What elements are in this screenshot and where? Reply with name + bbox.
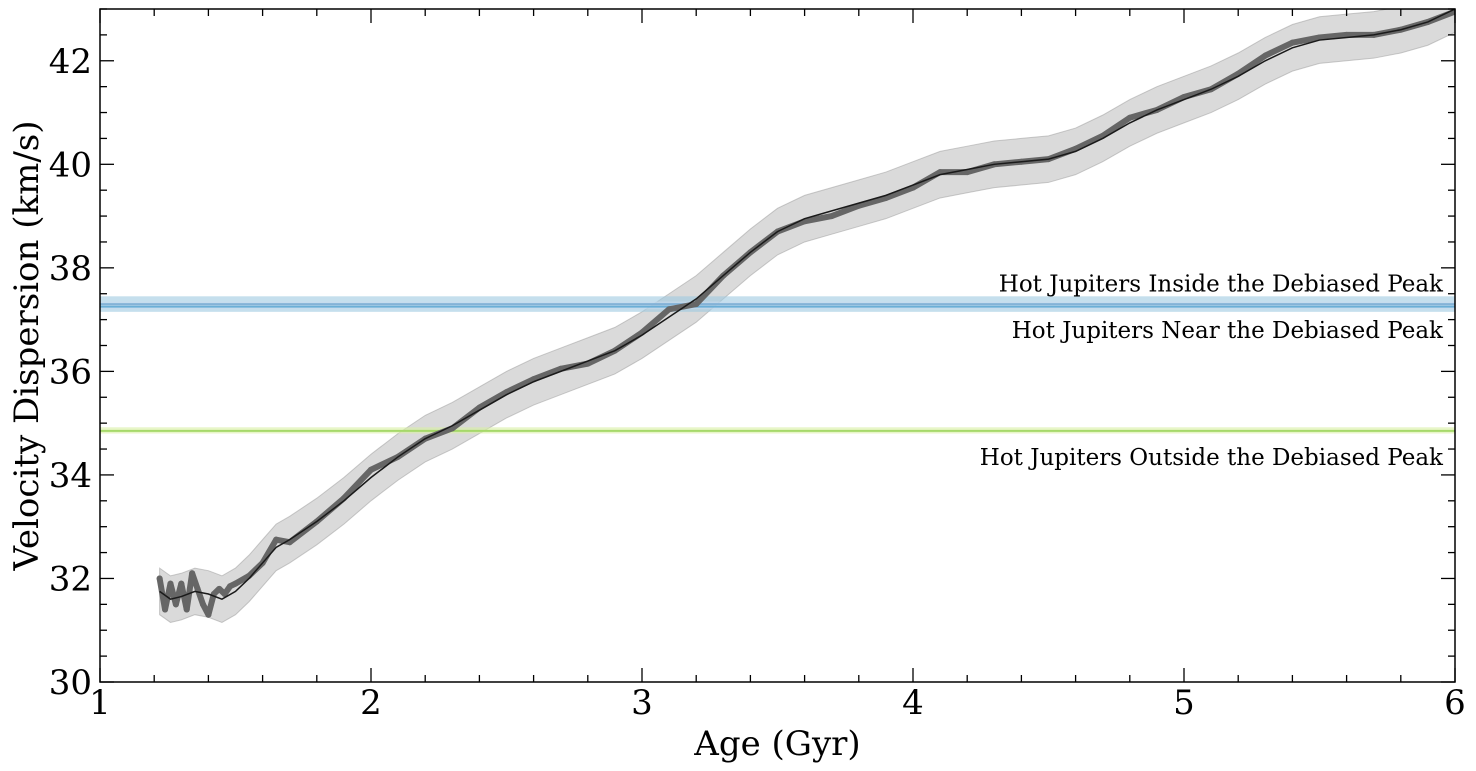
y-tick-label: 38: [49, 249, 92, 289]
data-point: [1126, 114, 1133, 121]
y-tick-label: 34: [49, 456, 92, 496]
data-point: [1343, 31, 1350, 38]
data-point: [666, 306, 673, 313]
x-tick-label: 3: [631, 683, 653, 723]
y-tick-label: 42: [49, 42, 92, 82]
reference-label-2: Hot Jupiters Near the Debiased Peak: [1012, 318, 1444, 344]
fit-line: [159, 9, 1455, 600]
data-point: [194, 585, 201, 592]
data-point: [156, 575, 163, 582]
y-axis-title: Velocity Dispersion (km/s): [7, 121, 47, 572]
y-tick-label: 40: [49, 145, 92, 185]
data-point: [964, 169, 971, 176]
x-tick-label: 2: [360, 683, 382, 723]
plot-area: Hot Jupiters Inside the Debiased Peak Hot…: [100, 9, 1455, 624]
y-tick-label: 32: [49, 559, 92, 599]
reference-band-2: [100, 301, 1455, 310]
data-point: [1289, 39, 1296, 46]
data-point: [199, 601, 206, 608]
data-point: [1316, 34, 1323, 41]
x-tick-label: 4: [902, 683, 924, 723]
reference-label-3: Hot Jupiters Outside the Debiased Peak: [980, 445, 1444, 471]
data-point: [368, 466, 374, 473]
data-point: [167, 580, 174, 587]
data-point: [937, 169, 944, 176]
x-axis-title: Age (Gyr): [693, 724, 860, 764]
y-tick-label: 30: [49, 663, 92, 703]
data-point: [172, 601, 179, 608]
data-point: [1262, 52, 1269, 59]
data-point: [828, 213, 835, 220]
data-point: [178, 580, 185, 587]
data-point: [693, 301, 700, 308]
y-tick-label: 36: [49, 352, 92, 392]
reference-label-1: Hot Jupiters Inside the Debiased Peak: [999, 271, 1444, 297]
x-tick-label: 5: [1173, 683, 1195, 723]
x-tick-label: 6: [1444, 683, 1466, 723]
data-point: [273, 536, 280, 543]
plot-content: [100, 9, 1455, 624]
data-points-trace: [156, 9, 1455, 618]
data-point: [216, 585, 223, 592]
data-point: [232, 580, 239, 587]
data-point: [189, 570, 196, 577]
data-point: [227, 583, 234, 590]
data-point: [162, 606, 169, 613]
x-tick-label: 1: [89, 683, 111, 723]
plot-frame: [99, 8, 1456, 683]
data-point: [205, 611, 212, 618]
data-point: [221, 590, 228, 597]
data-point: [183, 606, 190, 613]
